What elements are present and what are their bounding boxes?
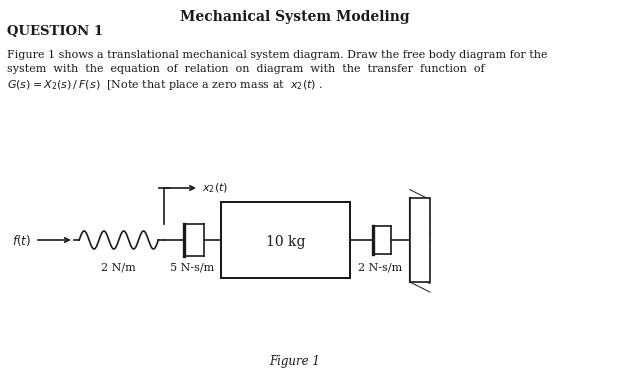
Text: 5 N-s/m: 5 N-s/m (170, 262, 214, 272)
Text: $G(s) = X_2(s)\,/\,F(s)$  [Note that place a zero mass at  $x_2(t)$ .: $G(s) = X_2(s)\,/\,F(s)$ [Note that plac… (8, 78, 323, 92)
Text: $x_2(t)$: $x_2(t)$ (202, 181, 228, 195)
Text: Mechanical System Modeling: Mechanical System Modeling (180, 10, 410, 24)
Bar (221, 202, 350, 278)
Text: QUESTION 1: QUESTION 1 (8, 25, 104, 38)
Text: Figure 1: Figure 1 (269, 355, 320, 368)
Text: Figure 1 shows a translational mechanical system diagram. Draw the free body dia: Figure 1 shows a translational mechanica… (8, 50, 548, 60)
Text: $f(t)$: $f(t)$ (12, 233, 31, 248)
Text: 2 N/m: 2 N/m (101, 262, 136, 272)
Text: system  with  the  equation  of  relation  on  diagram  with  the  transfer  fun: system with the equation of relation on … (8, 64, 485, 74)
Text: 10 kg: 10 kg (266, 235, 305, 249)
Bar (410, 198, 430, 282)
Text: 2 N-s/m: 2 N-s/m (358, 262, 402, 272)
